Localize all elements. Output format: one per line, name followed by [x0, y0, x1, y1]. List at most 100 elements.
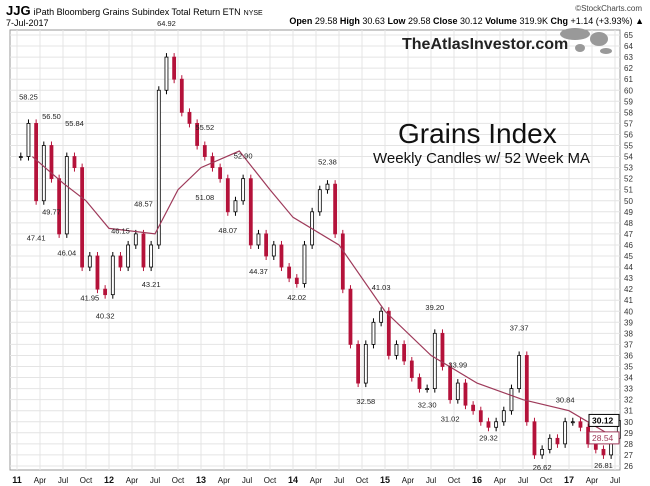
candle-body — [172, 56, 177, 80]
moving-average-line — [31, 150, 616, 439]
y-tick-label: 56 — [624, 130, 633, 139]
world-map-icon — [560, 28, 590, 40]
y-tick-label: 63 — [624, 53, 633, 62]
candle-body — [555, 437, 560, 445]
x-tick-label: Jul — [334, 476, 344, 485]
chart-header: JJG iPath Bloomberg Grains Subindex Tota… — [6, 3, 263, 18]
y-tick-label: 31 — [624, 407, 633, 416]
candle-body — [425, 388, 430, 391]
x-tick-label: 16 — [472, 475, 482, 485]
x-tick-label: 17 — [564, 475, 574, 485]
candle-body — [218, 167, 223, 180]
candle-body — [195, 123, 200, 146]
candle-body — [402, 343, 407, 362]
plot-area — [9, 29, 621, 471]
candle-body — [463, 382, 468, 406]
up-arrow-icon: ▲ — [635, 16, 644, 26]
candle-body — [494, 421, 499, 428]
candle-body — [233, 200, 238, 213]
high-value: 30.63 — [362, 16, 385, 26]
candle-body — [394, 343, 399, 356]
candle-body — [126, 244, 131, 268]
candle-body — [187, 111, 192, 124]
candle-body — [202, 145, 207, 157]
candle-body — [333, 183, 338, 235]
watermark: TheAtlasInvestor.com — [402, 36, 569, 53]
x-tick-label: Apr — [310, 476, 323, 485]
x-tick-label: Jul — [58, 476, 68, 485]
candle-body — [501, 410, 506, 423]
price-annotation: 33.99 — [448, 361, 467, 370]
candle-body — [371, 321, 376, 345]
volume-label: Volume — [485, 16, 517, 26]
close-label: Close — [433, 16, 458, 26]
price-annotation: 29.32 — [479, 433, 498, 442]
quote-summary: Open 29.58 High 30.63 Low 29.58 Close 30… — [289, 16, 644, 26]
y-tick-label: 65 — [624, 31, 633, 40]
close-value: 30.12 — [460, 16, 483, 26]
candle-body — [156, 89, 161, 246]
price-annotation: 46.15 — [111, 226, 130, 235]
chg-value: +1.14 (+3.93%) — [570, 16, 633, 26]
candle-body — [409, 360, 414, 378]
candle-body — [18, 156, 23, 158]
price-annotation: 51.08 — [195, 193, 214, 202]
x-tick-label: Oct — [172, 476, 185, 485]
symbol: JJG — [6, 3, 31, 18]
y-tick-label: 46 — [624, 241, 633, 250]
price-annotation: 41.95 — [80, 294, 99, 303]
candle-body — [455, 382, 460, 401]
open-label: Open — [289, 16, 313, 26]
candle-body — [363, 343, 368, 384]
price-annotation: 43.21 — [142, 280, 161, 289]
x-tick-label: Apr — [34, 476, 47, 485]
last-price-label: 30.12 — [592, 415, 614, 425]
y-tick-label: 42 — [624, 285, 633, 294]
y-tick-label: 55 — [624, 142, 633, 151]
x-tick-label: 12 — [104, 475, 114, 485]
candle-body — [478, 410, 483, 423]
y-tick-label: 34 — [624, 374, 633, 383]
y-tick-label: 32 — [624, 396, 633, 405]
candle-body — [509, 388, 514, 412]
y-tick-label: 45 — [624, 252, 633, 261]
price-annotation: 48.07 — [218, 226, 237, 235]
y-tick-label: 29 — [624, 429, 633, 438]
y-tick-label: 41 — [624, 296, 633, 305]
candle-body — [547, 437, 552, 450]
y-tick-label: 39 — [624, 318, 633, 327]
candle-body — [524, 355, 529, 423]
x-tick-label: 15 — [380, 475, 390, 485]
candle-body — [302, 244, 307, 285]
candle-body — [26, 123, 31, 157]
y-tick-label: 43 — [624, 274, 633, 283]
price-annotation: 58.25 — [19, 93, 38, 102]
price-annotation: 48.57 — [134, 200, 153, 209]
candle-body — [264, 233, 269, 257]
y-tick-label: 28 — [624, 440, 633, 449]
ma-value-label: 28.54 — [592, 433, 614, 443]
candle-body — [486, 421, 491, 428]
x-tick-label: 11 — [12, 475, 22, 485]
candle-body — [532, 421, 537, 456]
y-tick-label: 59 — [624, 97, 633, 106]
y-tick-label: 54 — [624, 153, 633, 162]
candle-body — [141, 233, 146, 268]
candle-body — [57, 178, 62, 235]
x-tick-label: Jul — [242, 476, 252, 485]
x-tick-label: Apr — [586, 476, 599, 485]
x-tick-label: Apr — [402, 476, 415, 485]
y-tick-label: 50 — [624, 197, 633, 206]
candle-body — [325, 183, 330, 191]
candle-body — [87, 255, 92, 268]
price-annotation: 55.84 — [65, 119, 84, 128]
y-tick-label: 52 — [624, 175, 633, 184]
security-name: iPath Bloomberg Grains Subindex Total Re… — [33, 7, 241, 17]
candle-body — [440, 332, 445, 367]
candle-body — [294, 277, 299, 285]
y-tick-label: 51 — [624, 186, 633, 195]
candle-body — [133, 233, 138, 246]
candle-body — [432, 332, 437, 390]
candle-body — [41, 145, 46, 202]
price-annotation: 49.77 — [42, 207, 61, 216]
